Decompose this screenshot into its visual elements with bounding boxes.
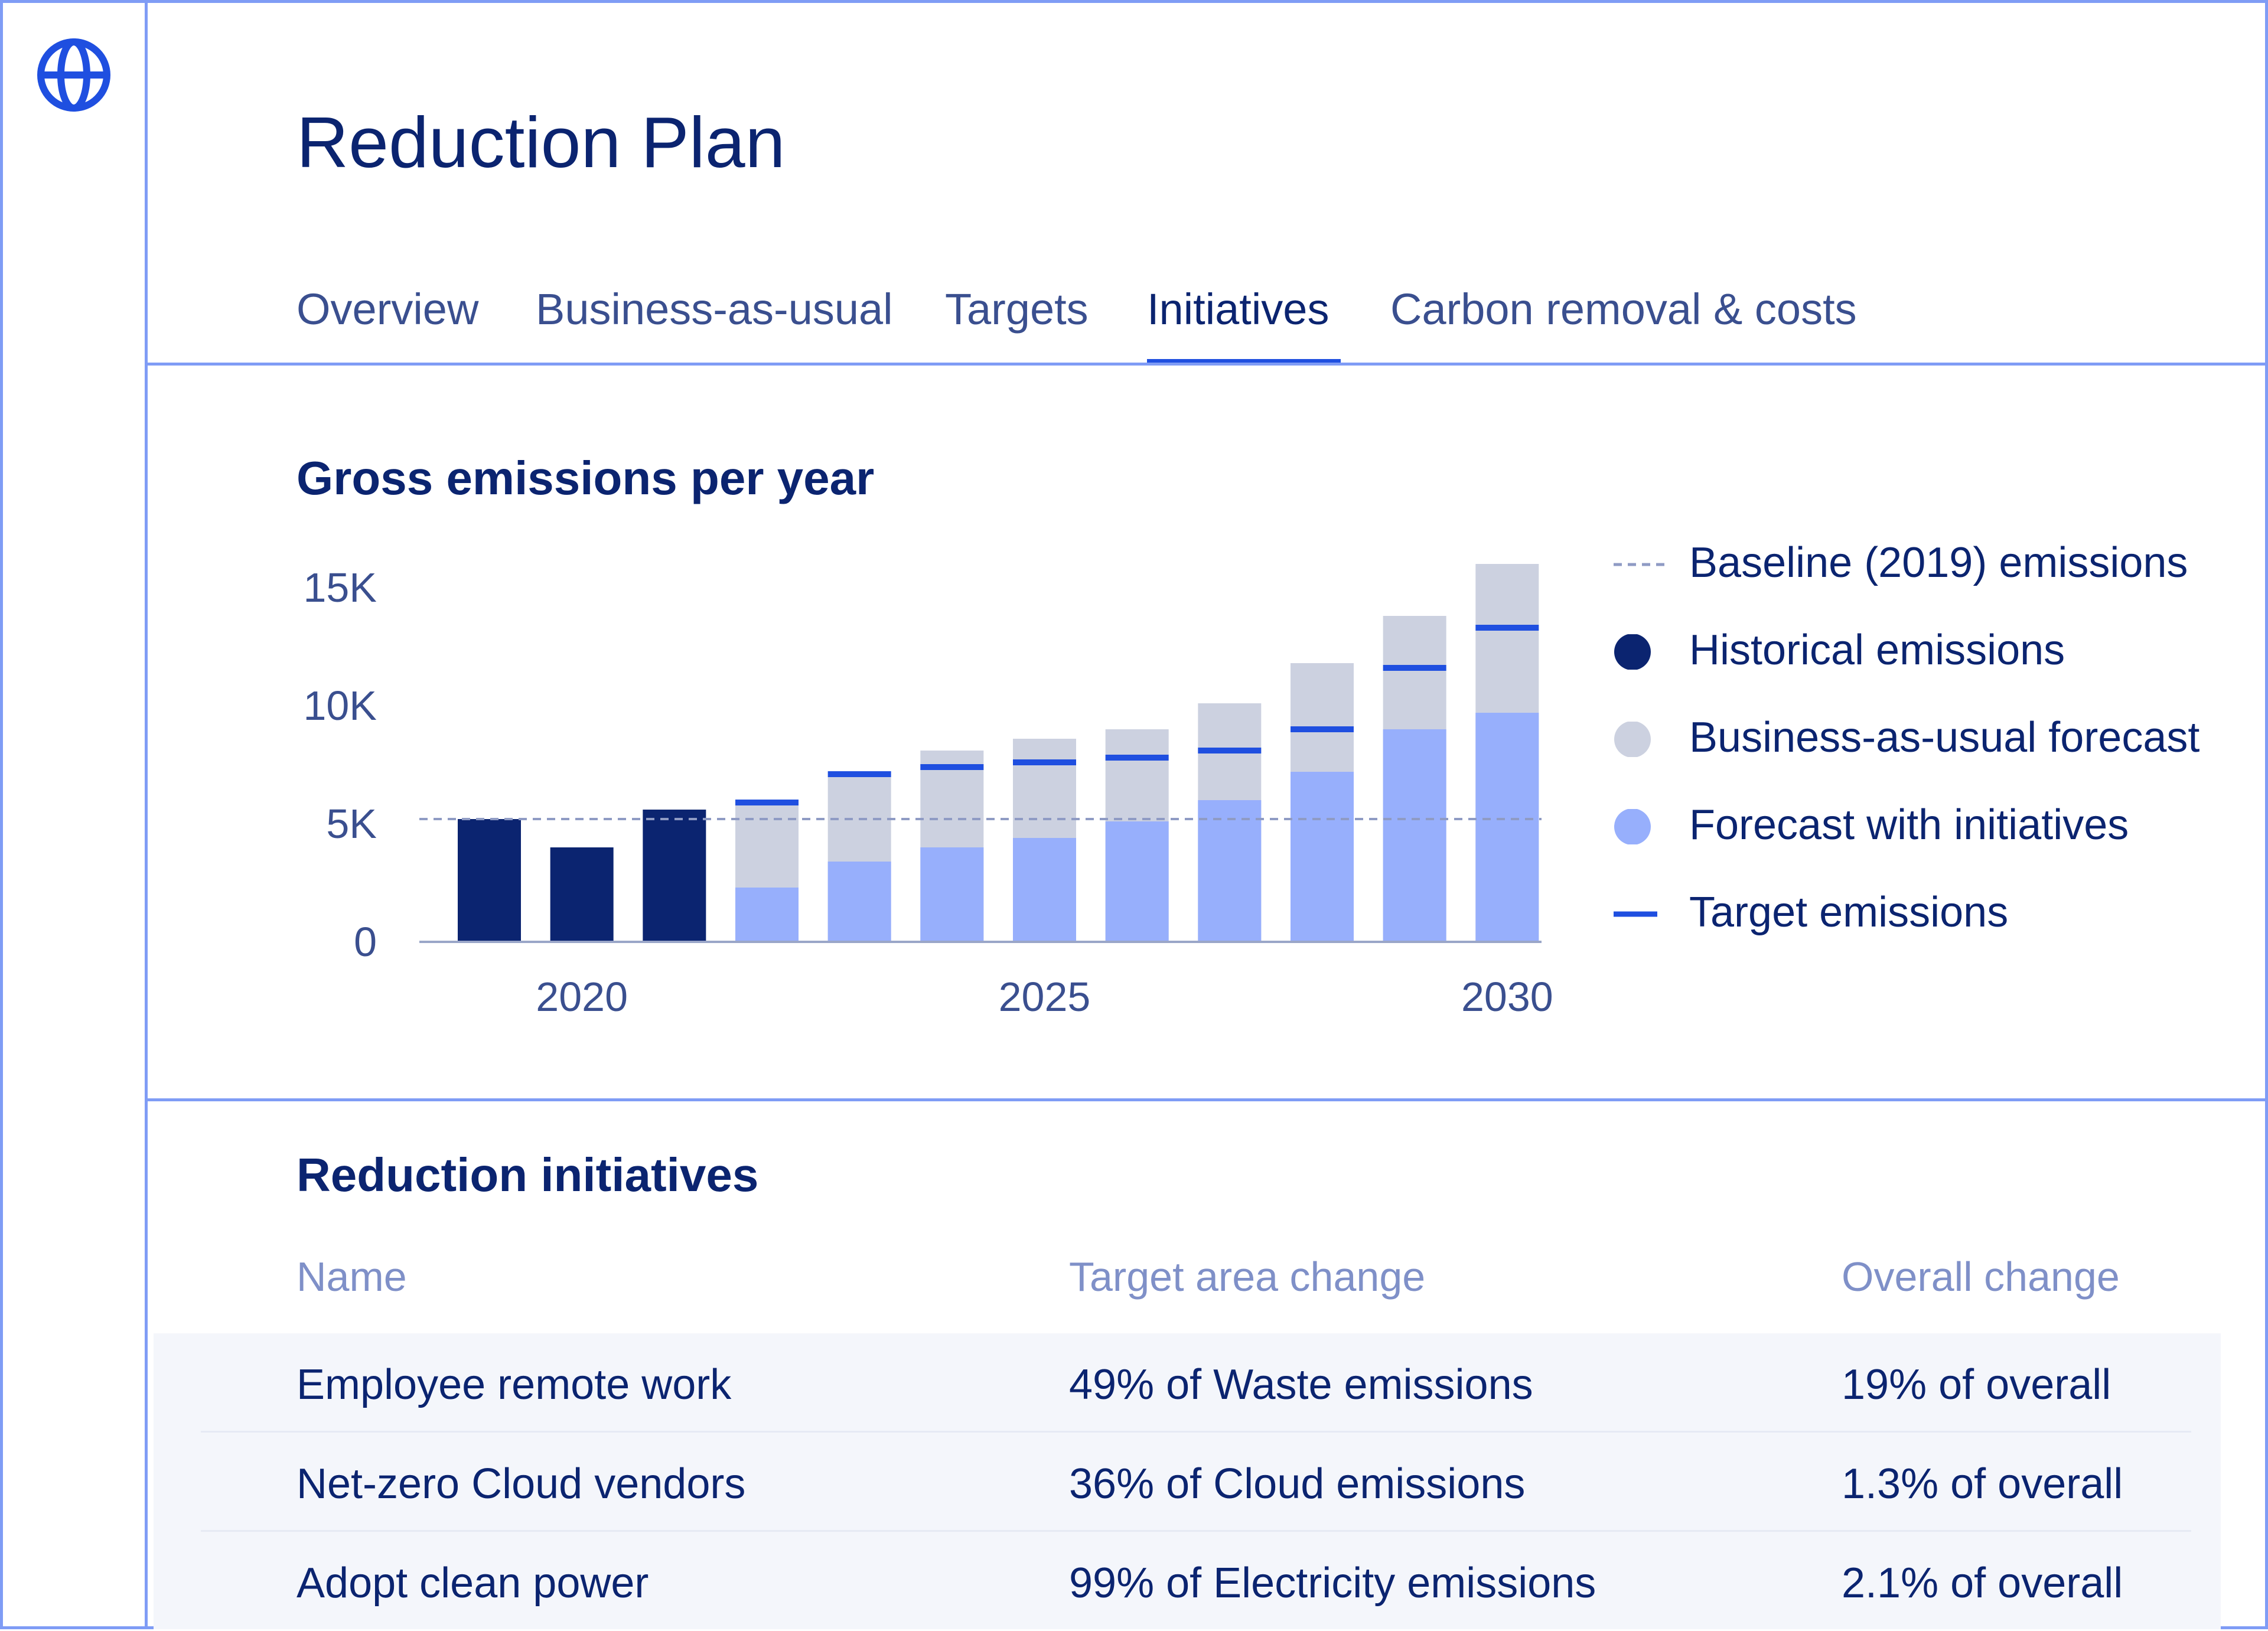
legend-label: Target emissions xyxy=(1689,889,2009,936)
dot-icon xyxy=(1614,634,1651,670)
column-header-overall-change[interactable]: Overall change xyxy=(1842,1254,2120,1300)
target-area-change: 49% of Waste emissions xyxy=(1069,1361,1533,1408)
column-header-target-area-change[interactable]: Target area change xyxy=(1069,1254,1426,1300)
legend-item-bau: Business-as-usual forecast xyxy=(1595,706,2256,771)
x-tick-label: 2020 xyxy=(536,974,628,1020)
initiatives-bar xyxy=(827,862,891,942)
target-marker xyxy=(920,764,984,770)
historical-bar xyxy=(458,819,521,942)
emissions-chart: 0 5K 10K 15K 2020 2025 2030 xyxy=(303,564,1553,1020)
tab-carbon-removal-costs[interactable]: Carbon removal & costs xyxy=(1390,285,1857,334)
target-marker xyxy=(1383,665,1446,671)
x-tick-label: 2025 xyxy=(999,974,1091,1020)
target-marker xyxy=(1198,748,1262,753)
target-marker xyxy=(1013,759,1076,765)
legend-item-baseline: Baseline (2019) emissions xyxy=(1595,531,2256,596)
initiatives-table: Employee remote work 49% of Waste emissi… xyxy=(154,1333,2221,1629)
overall-change: 19% of overall xyxy=(1842,1361,2111,1408)
target-marker xyxy=(1105,755,1169,761)
initiatives-bar xyxy=(1013,838,1076,942)
header-divider xyxy=(148,363,2268,366)
section-divider xyxy=(148,1098,2268,1101)
initiatives-bar xyxy=(1475,713,1539,942)
initiatives-bar xyxy=(1383,729,1446,942)
target-marker xyxy=(735,800,799,805)
tab-business-as-usual[interactable]: Business-as-usual xyxy=(536,285,893,334)
sidebar xyxy=(0,0,148,1629)
initiatives-bar xyxy=(1291,772,1354,942)
tab-overview[interactable]: Overview xyxy=(296,285,479,334)
legend-item-initiatives: Forecast with initiatives xyxy=(1595,794,2256,859)
column-header-name[interactable]: Name xyxy=(296,1254,407,1300)
overall-change: 1.3% of overall xyxy=(1842,1460,2123,1508)
y-tick-label: 5K xyxy=(326,801,377,847)
dashed-line-icon xyxy=(1614,563,1664,566)
chart-title: Gross emissions per year xyxy=(296,452,875,504)
target-marker xyxy=(1291,726,1354,732)
table-row[interactable]: Employee remote work 49% of Waste emissi… xyxy=(201,1333,2191,1433)
legend-label: Forecast with initiatives xyxy=(1689,801,2129,849)
overall-change: 2.1% of overall xyxy=(1842,1560,2123,1607)
initiatives-bar xyxy=(920,847,984,942)
initiative-name: Employee remote work xyxy=(296,1361,732,1408)
target-area-change: 99% of Electricity emissions xyxy=(1069,1560,1596,1607)
legend-item-target: Target emissions xyxy=(1595,881,2256,946)
active-tab-indicator xyxy=(1147,359,1341,363)
initiatives-bar xyxy=(1105,821,1169,942)
tab-initiatives[interactable]: Initiatives xyxy=(1147,285,1329,334)
initiative-name: Adopt clean power xyxy=(296,1560,649,1607)
table-row[interactable]: Net-zero Cloud vendors 36% of Cloud emis… xyxy=(201,1433,2191,1532)
page-title: Reduction Plan xyxy=(296,102,786,182)
historical-bar xyxy=(643,810,706,942)
legend-item-historical: Historical emissions xyxy=(1595,619,2256,684)
y-tick-label: 10K xyxy=(303,683,377,729)
y-tick-label: 0 xyxy=(354,919,377,965)
historical-bar xyxy=(550,847,614,942)
initiative-name: Net-zero Cloud vendors xyxy=(296,1460,746,1508)
initiatives-bar xyxy=(735,888,799,942)
target-area-change: 36% of Cloud emissions xyxy=(1069,1460,1526,1508)
target-marker xyxy=(827,771,891,777)
initiatives-bar xyxy=(1198,800,1262,942)
globe-icon[interactable] xyxy=(35,37,112,113)
line-icon xyxy=(1614,911,1657,917)
dot-icon xyxy=(1614,809,1651,844)
target-marker xyxy=(1475,625,1539,631)
x-tick-label: 2030 xyxy=(1461,974,1553,1020)
table-row[interactable]: Adopt clean power 99% of Electricity emi… xyxy=(201,1532,2191,1631)
y-tick-label: 15K xyxy=(303,565,377,611)
table-header: Name Target area change Overall change xyxy=(0,1252,2268,1323)
tab-targets[interactable]: Targets xyxy=(945,285,1089,334)
initiatives-title: Reduction initiatives xyxy=(296,1149,759,1201)
legend-label: Baseline (2019) emissions xyxy=(1689,539,2188,586)
legend-label: Historical emissions xyxy=(1689,627,2065,674)
legend-label: Business-as-usual forecast xyxy=(1689,714,2200,761)
dot-icon xyxy=(1614,722,1651,757)
